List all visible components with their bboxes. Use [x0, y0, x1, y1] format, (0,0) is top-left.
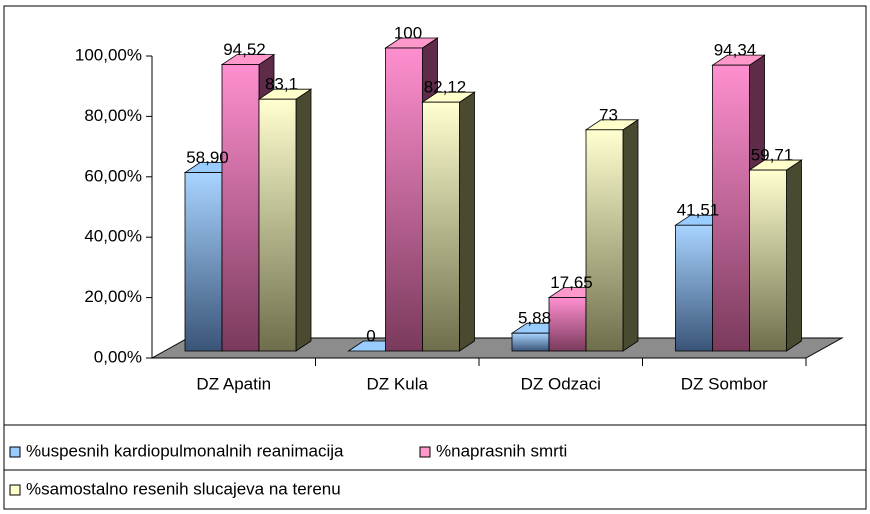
- y-tick-label: 20,00%: [84, 287, 142, 306]
- data-label: 73: [599, 105, 618, 124]
- bar: [675, 224, 713, 352]
- x-tick-label: DZ Apatin: [196, 374, 271, 393]
- bar: [385, 47, 423, 352]
- data-label: 82,12: [424, 78, 467, 97]
- data-label: 100: [394, 23, 422, 42]
- bar: [585, 129, 624, 352]
- legend-marker: [9, 484, 21, 496]
- legend-marker: [9, 446, 21, 458]
- legend-label: %uspesnih kardiopulmonalnih reanimacija: [26, 441, 344, 460]
- data-label: 58,90: [186, 148, 229, 167]
- data-label: 17,65: [550, 273, 593, 292]
- y-tick-label: 80,00%: [84, 106, 142, 125]
- x-tick-label: DZ Odzaci: [521, 374, 601, 393]
- legend-label: %naprasnih smrti: [436, 441, 567, 460]
- x-tick-label: DZ Sombor: [681, 374, 768, 393]
- bar: [258, 98, 297, 352]
- bar: [221, 64, 260, 352]
- data-label: 41,51: [677, 201, 720, 220]
- data-label: 0: [366, 326, 375, 345]
- legend-marker: [419, 446, 431, 458]
- data-label: 94,34: [714, 41, 757, 60]
- bar: [422, 101, 460, 352]
- y-tick-label: 100,00%: [75, 45, 142, 64]
- bar-side: [786, 159, 802, 352]
- data-label: 83,1: [265, 75, 298, 94]
- y-tick-label: 60,00%: [84, 166, 142, 185]
- bar-side: [622, 119, 639, 352]
- chart-border: [3, 5, 867, 510]
- x-tick-label: DZ Kula: [367, 374, 429, 393]
- y-tick-label: 40,00%: [84, 227, 142, 246]
- data-label: 5,88: [518, 309, 551, 328]
- bar-side: [459, 91, 475, 352]
- bar: [548, 297, 587, 352]
- bar: [511, 332, 550, 352]
- data-label: 59,71: [751, 146, 794, 165]
- bar: [749, 169, 787, 352]
- bar: [712, 64, 750, 352]
- data-label: 94,52: [223, 40, 266, 59]
- bar: [184, 172, 223, 352]
- legend-label: %samostalno resenih slucajeva na terenu: [26, 479, 341, 498]
- bar-side: [295, 88, 312, 352]
- y-tick-label: 0,00%: [94, 347, 142, 366]
